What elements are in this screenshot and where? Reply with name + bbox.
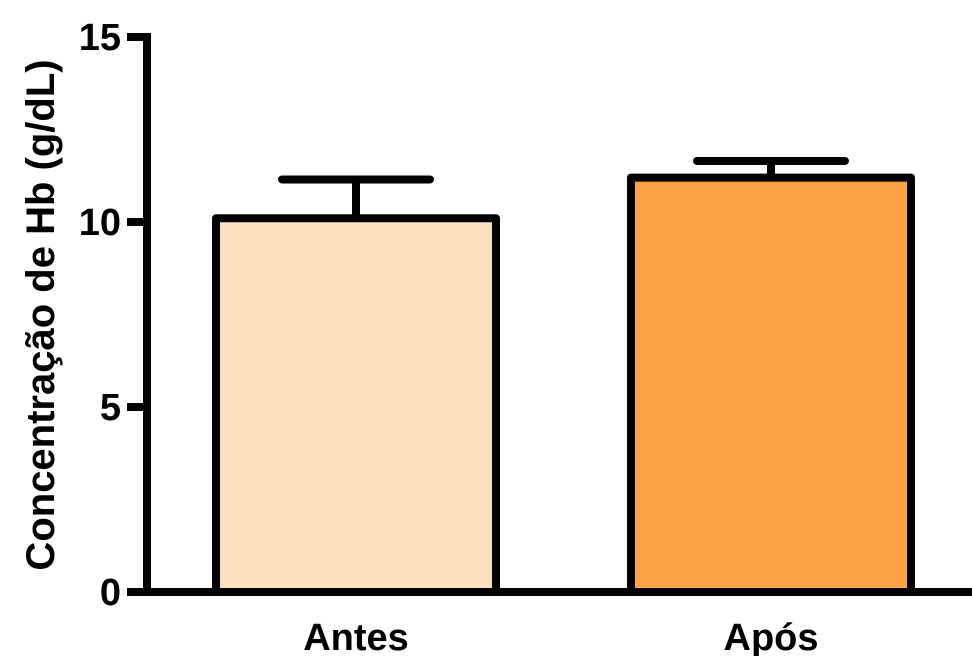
y-tick-label-5: 5 (100, 387, 121, 429)
x-tick-label-antes: Antes (303, 617, 409, 656)
y-ticks-layer: 0 5 10 15 (79, 17, 147, 614)
y-tick-label-0: 0 (100, 572, 121, 614)
bar-apos (627, 173, 915, 596)
x-categories-layer: Antes Após (303, 617, 818, 656)
bars-layer (212, 173, 915, 597)
y-tick-label-15: 15 (79, 17, 121, 59)
y-tick-label-10: 10 (79, 202, 121, 244)
error-bars-layer (278, 156, 849, 219)
x-tick-label-apos: Após (724, 617, 819, 656)
axes-layer (129, 33, 972, 596)
bar-antes (212, 214, 500, 597)
y-axis-title: Concentração de Hb (g/dL) (19, 59, 63, 570)
